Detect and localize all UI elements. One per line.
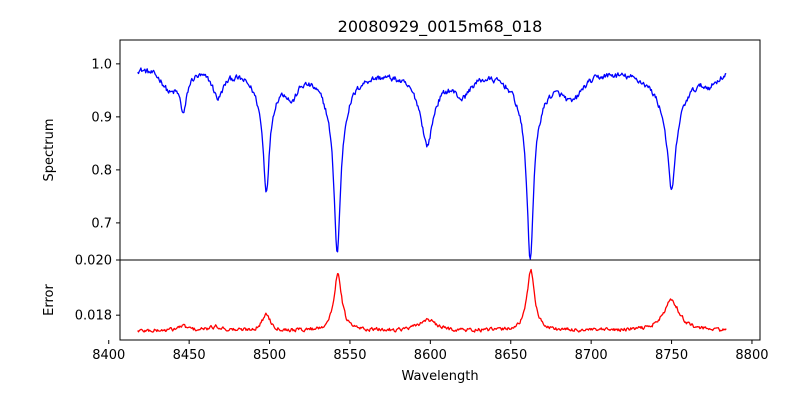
spectrum-y-tick-label: 1.0: [91, 57, 112, 72]
error-series-line: [137, 268, 727, 333]
x-tick-label: 8400: [92, 348, 125, 363]
error-y-axis-label: Error: [42, 284, 57, 316]
x-tick-label: 8800: [735, 348, 768, 363]
x-tick-label: 8550: [333, 348, 366, 363]
error-panel: 0.018 0.020 Error: [42, 254, 761, 341]
error-y-tick-label: 0.018: [75, 309, 112, 324]
spectrum-y-tick-label: 0.8: [91, 163, 112, 178]
spectrum-series-line: [137, 67, 727, 260]
error-y-axis: 0.018 0.020: [75, 254, 120, 324]
x-tick-label: 8450: [173, 348, 206, 363]
x-tick-label: 8500: [253, 348, 286, 363]
spectrum-y-tick-label: 0.7: [91, 216, 112, 231]
x-axis-label: Wavelength: [401, 369, 478, 384]
x-tick-label: 8750: [655, 348, 688, 363]
spectrum-y-axis-label: Spectrum: [42, 119, 57, 182]
x-axis: 8400 8450 8500 8550 8600 8650 8700 8750 8800: [92, 340, 769, 363]
x-tick-label: 8650: [494, 348, 527, 363]
spectrum-y-axis: 0.7 0.8 0.9 1.0: [91, 57, 120, 231]
chart-title: 20080929_0015m68_018: [338, 17, 543, 37]
x-tick-label: 8700: [575, 348, 608, 363]
x-tick-label: 8600: [414, 348, 447, 363]
error-y-tick-label: 0.020: [75, 254, 112, 269]
spectrum-y-tick-label: 0.9: [91, 110, 112, 125]
error-axes-frame: [119, 259, 761, 341]
